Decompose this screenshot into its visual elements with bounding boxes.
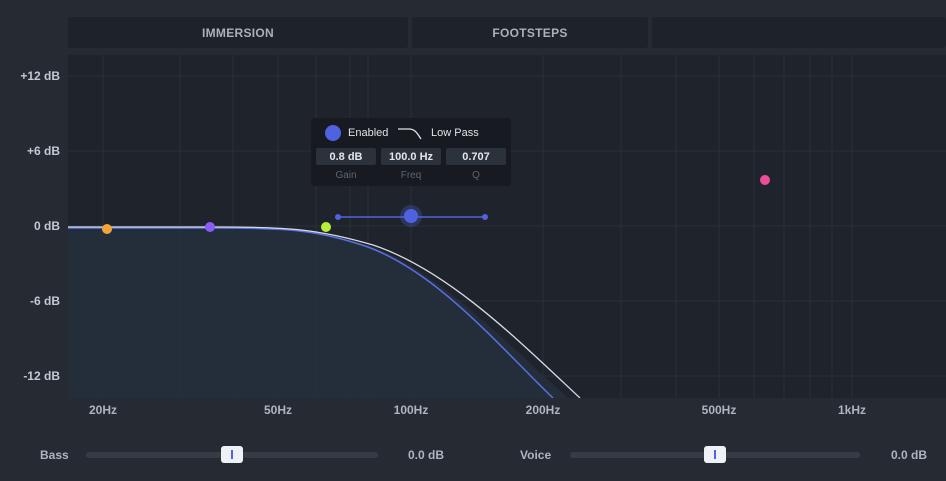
x-label-500hz: 500Hz bbox=[701, 403, 737, 417]
x-label-200hz: 200Hz bbox=[525, 403, 561, 417]
voice-value: 0.0 dB bbox=[891, 448, 928, 462]
bass-value: 0.0 dB bbox=[408, 448, 445, 462]
q-label: Q bbox=[472, 170, 480, 181]
low-pass-icon[interactable] bbox=[397, 124, 423, 140]
gain-label: Gain bbox=[335, 170, 357, 181]
bass-slider-thumb[interactable] bbox=[221, 446, 243, 463]
response-curve-blue bbox=[68, 227, 554, 398]
y-label-plus12: +12 dB bbox=[20, 69, 60, 83]
q-value[interactable]: 0.707 bbox=[446, 148, 506, 165]
y-label-0: 0 dB bbox=[33, 219, 60, 233]
y-label-plus6: +6 dB bbox=[26, 144, 60, 158]
response-curve-white bbox=[68, 226, 581, 398]
eq-point-1[interactable] bbox=[102, 224, 112, 234]
y-label-minus12: -12 dB bbox=[23, 369, 60, 383]
freq-value[interactable]: 100.0 Hz bbox=[381, 148, 441, 165]
enabled-label: Enabled bbox=[348, 127, 389, 139]
y-label-minus6: -6 dB bbox=[30, 294, 60, 308]
eq-point-2[interactable] bbox=[205, 222, 215, 232]
gain-value[interactable]: 0.8 dB bbox=[316, 148, 376, 165]
tab-footsteps[interactable]: FOOTSTEPS bbox=[412, 17, 648, 48]
eq-plot[interactable] bbox=[68, 55, 946, 398]
eq-graph bbox=[68, 55, 946, 398]
eq-point-5[interactable] bbox=[760, 175, 770, 185]
voice-label: Voice bbox=[520, 448, 552, 462]
bass-label: Bass bbox=[40, 448, 69, 462]
enabled-toggle[interactable] bbox=[325, 125, 341, 141]
freq-label: Freq bbox=[400, 170, 422, 181]
x-label-50hz: 50Hz bbox=[263, 403, 293, 417]
filter-popup: Enabled Low Pass 0.8 dB 100.0 Hz 0.707 G… bbox=[311, 118, 511, 186]
x-label-1khz: 1kHz bbox=[837, 403, 867, 417]
eq-point-3[interactable] bbox=[321, 222, 331, 232]
x-label-20hz: 20Hz bbox=[88, 403, 118, 417]
response-fill bbox=[68, 228, 568, 398]
x-label-100hz: 100Hz bbox=[393, 403, 429, 417]
preset-tabs: IMMERSION FOOTSTEPS bbox=[68, 17, 946, 48]
voice-slider-thumb[interactable] bbox=[704, 446, 726, 463]
tab-immersion[interactable]: IMMERSION bbox=[68, 17, 408, 48]
filter-type-label[interactable]: Low Pass bbox=[431, 127, 479, 139]
tab-empty[interactable] bbox=[652, 17, 946, 48]
eq-point-4-selected[interactable] bbox=[404, 209, 418, 223]
